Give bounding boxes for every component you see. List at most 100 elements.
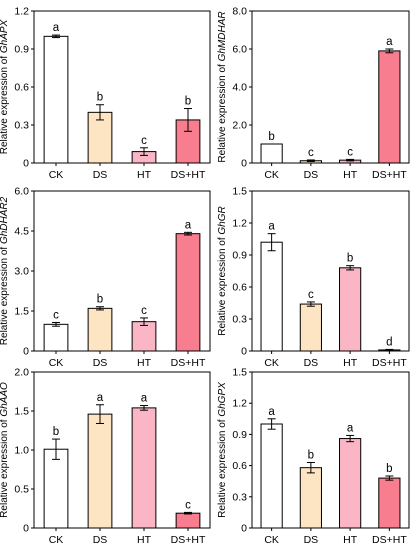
- x-tick-label: DS+HT: [171, 169, 206, 181]
- significance-letter: b: [268, 131, 274, 143]
- bar-CK: [43, 448, 69, 529]
- chart-panel-GhMDHAR: 0 2.0 4.0 6.0 8.0 Relative expression of GhMD…: [217, 6, 410, 181]
- x-tick-label: DS: [304, 169, 319, 181]
- plot-frame: [251, 190, 410, 352]
- y-axis-label: Relative expression of GhGR: [217, 206, 228, 336]
- bar-HT: [339, 438, 362, 529]
- bar-CK: [43, 323, 69, 352]
- x-tick-label: DS: [93, 534, 108, 546]
- significance-letter: c: [185, 499, 191, 511]
- x-tick-label: CK: [49, 534, 64, 546]
- significance-letter: a: [97, 392, 104, 404]
- y-tick-label: 3.0: [14, 266, 29, 278]
- x-tick-label: HT: [137, 169, 152, 181]
- significance-letter: c: [308, 289, 314, 301]
- x-tick-label: CK: [49, 169, 64, 181]
- y-tick-label: 4.0: [232, 82, 247, 94]
- significance-letter: b: [97, 92, 103, 104]
- y-tick-label: 1.2: [232, 218, 247, 230]
- y-tick-label: 0.3: [14, 120, 29, 132]
- y-tick-label: 6.0: [14, 186, 29, 198]
- bar-CK: [260, 423, 283, 529]
- y-tick-label: 0.5: [14, 484, 29, 496]
- y-tick-label: 0: [23, 523, 29, 535]
- x-tick-label: CK: [264, 534, 279, 546]
- y-tick-label: 1.5: [232, 367, 247, 379]
- y-axis-label-gene: GhGPX: [217, 382, 228, 417]
- significance-letter: a: [386, 36, 393, 48]
- significance-letter: a: [141, 393, 148, 405]
- y-axis-label-gene: GhMDHAR: [217, 11, 228, 61]
- x-tick-label: CK: [264, 169, 279, 181]
- bar-CK: [260, 143, 283, 164]
- bar-DS+HT: [175, 512, 201, 529]
- x-tick-label: DS: [93, 169, 108, 181]
- y-axis-label-prefix: Relative expression of: [217, 417, 228, 518]
- significance-letter: b: [97, 294, 103, 306]
- x-tick-label: DS: [304, 534, 319, 546]
- y-tick-label: 1.5: [14, 406, 29, 418]
- y-tick-label: 0: [241, 523, 247, 535]
- y-tick-label: 0: [241, 158, 247, 170]
- x-tick-label: DS+HT: [372, 534, 407, 546]
- x-tick-label: DS: [93, 357, 108, 369]
- y-tick-label: 1.2: [232, 398, 247, 410]
- y-tick-label: 0.3: [232, 314, 247, 326]
- significance-letter: c: [141, 305, 147, 317]
- chart-panel-GhDHAR2: 0 1.5 3.0 4.5 6.0 Relative expression of GhDH…: [0, 186, 211, 369]
- bar-DS+HT: [378, 50, 401, 164]
- y-axis-label-prefix: Relative expression of: [217, 235, 228, 336]
- y-axis-label: Relative expression of GhMDHAR: [217, 11, 228, 162]
- x-tick-label: HT: [343, 534, 358, 546]
- chart-panel-GhAPX: 0 0.3 0.6 0.9 1.2 Relative expression of GhAP…: [0, 6, 211, 181]
- y-axis-label-prefix: Relative expression of: [0, 417, 10, 518]
- significance-letter: c: [308, 147, 314, 159]
- y-tick-label: 4.5: [14, 226, 29, 238]
- significance-letter: b: [53, 426, 59, 438]
- bar-CK: [260, 241, 283, 352]
- significance-letter: b: [308, 449, 314, 461]
- significance-letter: a: [53, 22, 60, 34]
- y-axis-label-gene: GhGR: [217, 206, 228, 234]
- y-axis-label-gene: GhDHAR2: [0, 196, 10, 244]
- y-tick-label: 0.6: [14, 82, 29, 94]
- y-axis-label-prefix: Relative expression of: [0, 53, 10, 154]
- y-axis-label: Relative expression of GhAPX: [0, 19, 10, 154]
- y-tick-label: 1.2: [14, 6, 29, 18]
- y-tick-label: 0: [23, 158, 29, 170]
- x-tick-label: HT: [343, 169, 358, 181]
- significance-letter: d: [386, 336, 392, 348]
- y-tick-label: 0.9: [232, 429, 247, 441]
- x-tick-label: DS+HT: [171, 534, 206, 546]
- chart-panel-GhGR: 0 0.3 0.6 0.9 1.2 1.5 Relative expression of G…: [217, 186, 410, 369]
- significance-letter: c: [141, 135, 147, 147]
- bar-HT: [131, 321, 157, 352]
- chart-panel-GhAAO: 0 0.5 1.0 1.5 2.0 Relative expression of GhAA…: [0, 367, 211, 546]
- bar-CK: [43, 35, 69, 164]
- bar-DS: [87, 307, 113, 352]
- significance-letter: a: [185, 219, 192, 231]
- x-tick-label: HT: [343, 357, 358, 369]
- y-tick-label: 1.0: [14, 445, 29, 457]
- y-axis-label: Relative expression of GhAAO: [0, 382, 10, 518]
- x-tick-label: CK: [264, 357, 279, 369]
- y-tick-label: 8.0: [232, 6, 247, 18]
- y-tick-label: 0.3: [232, 491, 247, 503]
- significance-letter: b: [386, 463, 392, 475]
- significance-letter: a: [347, 422, 354, 434]
- y-tick-label: 0.6: [232, 460, 247, 472]
- y-tick-label: 2.0: [14, 367, 29, 379]
- significance-letter: a: [268, 406, 275, 418]
- y-tick-label: 6.0: [232, 44, 247, 56]
- y-tick-label: 0.9: [232, 250, 247, 262]
- x-tick-label: HT: [137, 534, 152, 546]
- bar-DS: [87, 413, 113, 529]
- bar-DS+HT: [378, 477, 401, 529]
- y-tick-label: 1.5: [14, 306, 29, 318]
- y-tick-label: 0.6: [232, 282, 247, 294]
- x-tick-label: DS+HT: [171, 357, 206, 369]
- bar-HT: [339, 267, 362, 352]
- bar-DS: [299, 303, 322, 352]
- y-axis-label-gene: GhAAO: [0, 382, 10, 417]
